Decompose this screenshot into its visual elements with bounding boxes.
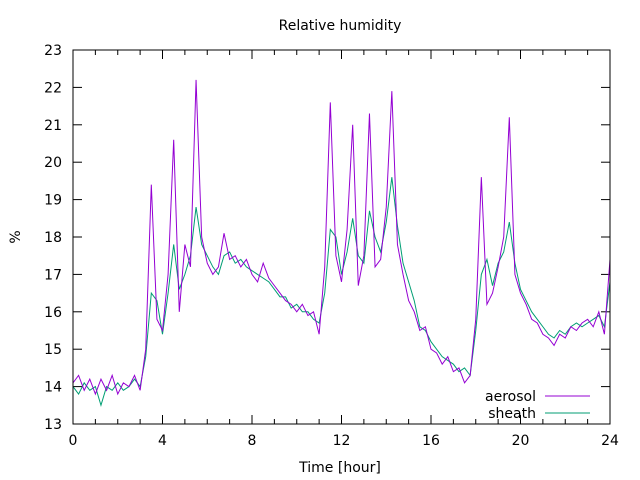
- y-tick-label: 20: [44, 155, 62, 171]
- x-tick-label: 0: [69, 433, 78, 449]
- legend-label-sheath: sheath: [488, 406, 536, 422]
- y-tick-label: 23: [44, 43, 62, 59]
- y-tick-label: 18: [44, 230, 62, 246]
- x-tick-label: 16: [422, 433, 440, 449]
- y-tick-label: 17: [44, 267, 62, 283]
- y-tick-label: 22: [44, 80, 62, 96]
- y-tick-label: 21: [44, 118, 62, 134]
- plot-frame: [72, 49, 611, 425]
- x-tick-label: 8: [248, 433, 257, 449]
- series-line-sheath: [72, 177, 611, 408]
- y-tick-label: 16: [44, 305, 62, 321]
- legend: aerosol sheath: [485, 389, 590, 422]
- x-axis-label: Time [hour]: [298, 460, 381, 476]
- y-tick-label: 19: [44, 193, 62, 209]
- legend-label-aerosol: aerosol: [485, 389, 536, 405]
- series-line-aerosol: [72, 79, 611, 396]
- y-axis-label: %: [8, 230, 24, 243]
- x-tick-label: 4: [158, 433, 167, 449]
- x-tick-label: 24: [601, 433, 619, 449]
- chart-title: Relative humidity: [279, 18, 402, 34]
- y-tick-label: 13: [44, 417, 62, 433]
- x-tick-label: 12: [333, 433, 351, 449]
- y-tick-label: 14: [44, 380, 62, 396]
- x-tick-label: 20: [512, 433, 530, 449]
- y-tick-label: 15: [44, 342, 62, 358]
